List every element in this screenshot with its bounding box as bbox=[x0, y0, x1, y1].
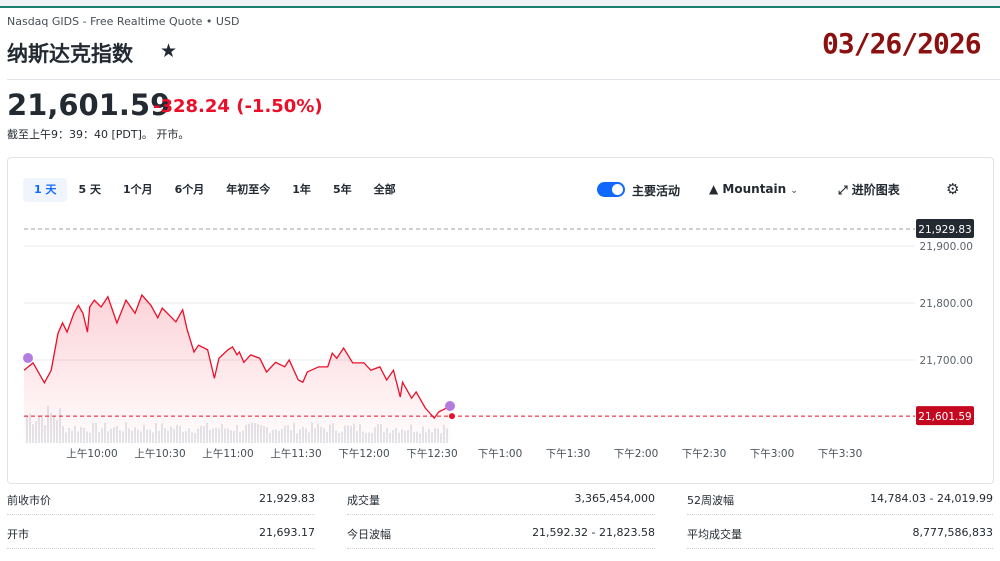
stat-cell: 成交量 3,365,454,000 bbox=[347, 492, 655, 515]
stat-value: 8,777,586,833 bbox=[912, 526, 993, 539]
x-tick-label: 上午10:30 bbox=[134, 447, 185, 460]
key-events-label: 主要活动 bbox=[632, 184, 681, 198]
chart-card bbox=[7, 157, 994, 484]
tab-range-0[interactable]: 1 天 bbox=[23, 178, 68, 202]
page-title: 纳斯达克指数 bbox=[7, 42, 133, 66]
current-price: 21,601.59 bbox=[7, 88, 171, 122]
chevron-down-icon: ⌄ bbox=[790, 186, 798, 196]
stat-label: 成交量 bbox=[347, 494, 380, 507]
change-value: -328.24 bbox=[153, 96, 230, 117]
tab-range-1[interactable]: 5 天 bbox=[78, 183, 101, 196]
divider bbox=[7, 79, 1000, 80]
current-price-badge bbox=[916, 406, 974, 426]
key-events-toggle[interactable] bbox=[597, 182, 625, 197]
stat-value: 21,592.32 - 21,823.58 bbox=[532, 526, 655, 539]
stat-value: 14,784.03 - 24,019.99 bbox=[870, 492, 993, 505]
event-marker bbox=[445, 401, 455, 411]
x-tick-label: 下午12:00 bbox=[338, 447, 389, 460]
x-tick-label: 上午11:30 bbox=[270, 447, 321, 460]
x-tick-label: 下午3:00 bbox=[750, 447, 795, 460]
range-tabs: 1 天 5 天 1个月 6个月 年初至今 1年 5年 全部 bbox=[23, 178, 407, 202]
stats-table: 前收市价 21,929.83 成交量 3,365,454,000 52周波幅 14,784… bbox=[7, 492, 993, 560]
stats-row: 开市 21,693.17 今日波幅 21,592.32 - 21,823.58 平均成交… bbox=[7, 526, 993, 560]
stat-label: 平均成交量 bbox=[687, 528, 742, 541]
x-tick-label: 下午2:00 bbox=[614, 447, 659, 460]
stat-label: 开市 bbox=[7, 528, 29, 541]
x-tick-label: 下午3:30 bbox=[818, 447, 863, 460]
tab-range-6[interactable]: 5年 bbox=[332, 183, 352, 196]
x-tick-label: 下午1:30 bbox=[546, 447, 591, 460]
stat-value: 3,365,454,000 bbox=[574, 492, 655, 505]
expand-icon: ⤢ bbox=[838, 183, 848, 197]
x-tick-label: 上午10:00 bbox=[66, 447, 117, 460]
advanced-chart-button[interactable]: ⤢ 进阶图表 bbox=[838, 181, 900, 198]
stat-cell: 52周波幅 14,784.03 - 24,019.99 bbox=[687, 492, 993, 515]
stat-label: 今日波幅 bbox=[347, 528, 391, 541]
previous-close-badge bbox=[916, 218, 974, 238]
star-icon[interactable]: ★ bbox=[160, 40, 178, 62]
event-marker bbox=[23, 353, 33, 363]
previous-close-label: 21,929.83 bbox=[918, 224, 971, 236]
advanced-chart-label: 进阶图表 bbox=[851, 183, 900, 197]
y-tick-label: 21,800.00 bbox=[920, 298, 973, 310]
exchange-info: Nasdaq GIDS - Free Realtime Quote • USD bbox=[7, 15, 240, 28]
tab-range-5[interactable]: 1年 bbox=[292, 183, 311, 196]
tab-range-7[interactable]: 全部 bbox=[373, 183, 396, 196]
date-overlay: 03/26/2026 bbox=[822, 27, 982, 60]
stat-cell: 平均成交量 8,777,586,833 bbox=[687, 526, 993, 549]
chart-type-dropdown[interactable]: ▲ Mountain ⌄ bbox=[709, 182, 798, 196]
stat-cell: 开市 21,693.17 bbox=[7, 526, 315, 549]
price-change: -328.24 (-1.50%) bbox=[153, 96, 323, 117]
mountain-icon: ▲ bbox=[709, 182, 719, 196]
price-line bbox=[23, 293, 451, 420]
chart-type-label: Mountain bbox=[722, 182, 787, 196]
x-tick-label: 下午12:30 bbox=[406, 447, 457, 460]
stat-value: 21,693.17 bbox=[259, 526, 315, 539]
x-tick-label: 下午1:00 bbox=[478, 447, 523, 460]
stat-label: 52周波幅 bbox=[687, 494, 734, 507]
stat-value: 21,929.83 bbox=[259, 492, 315, 505]
change-percent: (-1.50%) bbox=[236, 96, 323, 117]
stat-cell: 前收市价 21,929.83 bbox=[7, 492, 315, 515]
x-tick-label: 上午11:00 bbox=[202, 447, 253, 460]
current-price-dot bbox=[449, 413, 455, 420]
gear-icon[interactable]: ⚙ bbox=[946, 180, 960, 198]
x-tick-label: 下午2:30 bbox=[682, 447, 727, 460]
tab-range-2[interactable]: 1个月 bbox=[122, 183, 153, 196]
tab-range-3[interactable]: 6个月 bbox=[174, 183, 205, 196]
tab-range-4[interactable]: 年初至今 bbox=[226, 183, 271, 196]
stat-cell: 今日波幅 21,592.32 - 21,823.58 bbox=[347, 526, 655, 549]
stat-label: 前收市价 bbox=[7, 494, 51, 507]
y-tick-label: 21,700.00 bbox=[920, 355, 973, 367]
current-price-label: 21,601.59 bbox=[918, 411, 971, 423]
price-area bbox=[24, 295, 451, 443]
stats-row: 前收市价 21,929.83 成交量 3,365,454,000 52周波幅 14,784… bbox=[7, 492, 993, 526]
y-tick-label: 21,900.00 bbox=[920, 241, 973, 253]
as-of-time: 截至上午9：39：40 [PDT]。 开市。 bbox=[7, 128, 190, 141]
top-bar bbox=[0, 0, 1000, 8]
